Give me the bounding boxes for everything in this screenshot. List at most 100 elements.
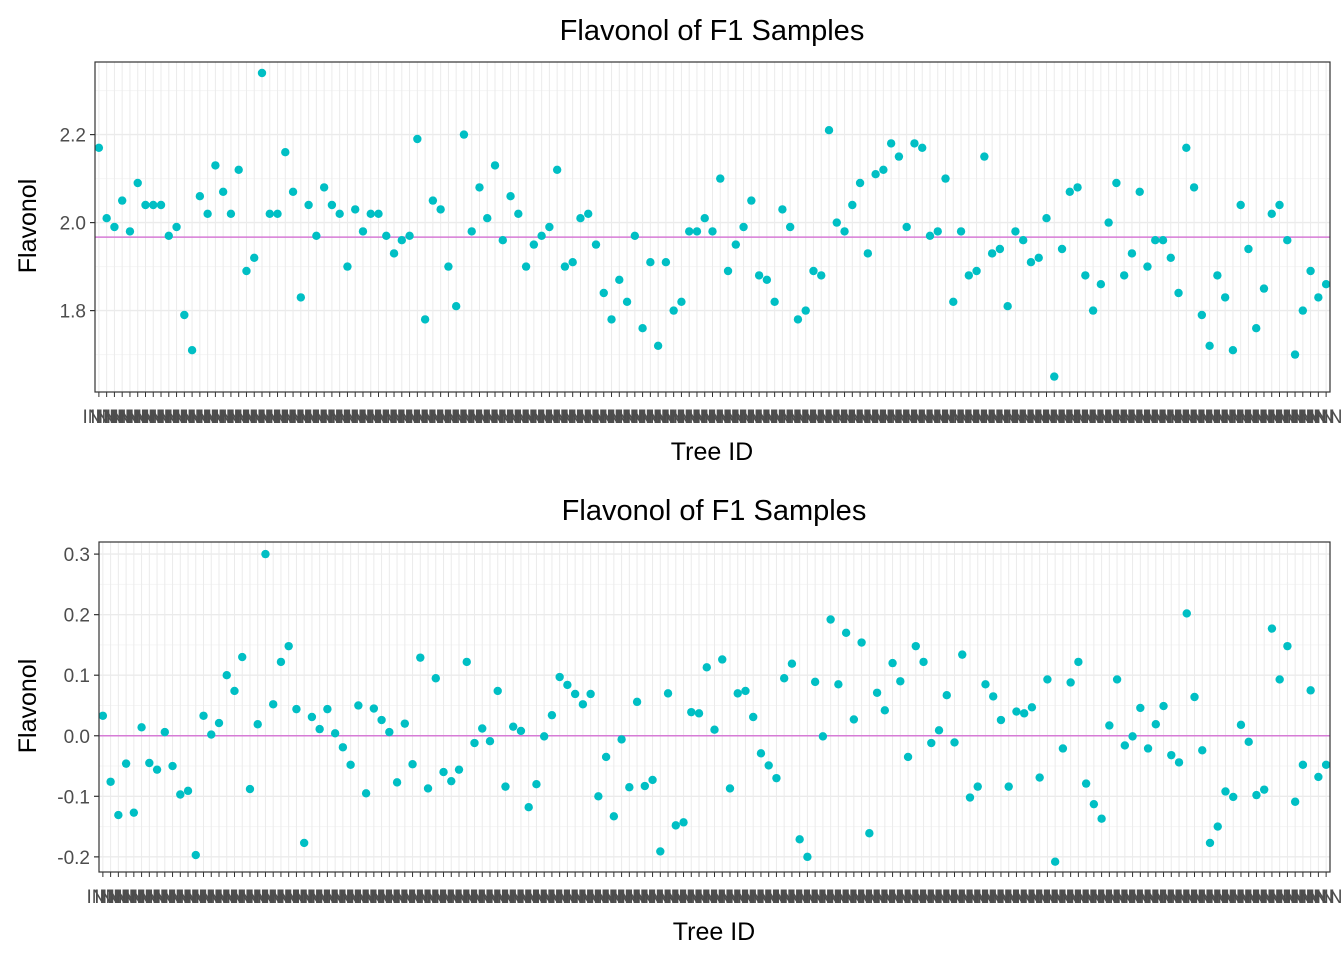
data-point xyxy=(1321,760,1331,770)
x-tick-label: INN xyxy=(141,887,174,908)
data-point xyxy=(599,288,608,298)
data-point xyxy=(902,222,911,232)
x-tick-label: INN xyxy=(719,407,752,428)
data-point xyxy=(315,724,324,734)
data-point xyxy=(459,130,469,139)
x-tick-label: INN xyxy=(626,407,659,428)
x-tick-label: INN xyxy=(946,887,979,908)
data-point xyxy=(276,657,286,667)
x-tick-label: INN xyxy=(316,407,349,428)
data-point xyxy=(865,829,874,838)
data-point xyxy=(787,659,797,668)
data-point xyxy=(203,209,212,218)
data-point xyxy=(180,310,189,320)
data-point xyxy=(663,689,673,698)
x-tick-label: INN xyxy=(1255,407,1288,428)
data-point xyxy=(840,227,849,236)
data-point xyxy=(770,297,779,306)
x-tick-label: INN xyxy=(582,887,615,908)
x-tick-label: INN xyxy=(813,407,846,428)
x-tick-label: INN xyxy=(605,887,638,908)
x-tick-label: INN xyxy=(618,407,651,428)
data-point xyxy=(609,812,619,821)
x-tick-label: INN xyxy=(1053,407,1086,428)
data-point xyxy=(1306,266,1315,276)
data-point xyxy=(785,222,795,232)
data-point xyxy=(754,271,764,280)
data-point xyxy=(630,231,640,240)
data-point xyxy=(1135,187,1144,196)
x-tick-label: INN xyxy=(673,407,706,428)
x-tick-label: INN xyxy=(176,407,209,428)
data-point xyxy=(296,293,306,302)
x-tick-label: INN xyxy=(961,887,994,908)
x-tick-label: INN xyxy=(541,407,574,428)
x-tick-label: INN xyxy=(634,407,667,428)
x-tick-label: INN xyxy=(234,887,267,908)
data-point xyxy=(137,723,146,732)
x-tick-label: INN xyxy=(357,887,390,908)
x-tick-label: INN xyxy=(968,407,1001,428)
data-point xyxy=(919,657,928,667)
x-tick-label: INN xyxy=(1031,887,1064,908)
data-point xyxy=(211,161,220,170)
x-tick-label: INN xyxy=(121,407,154,428)
data-point xyxy=(1221,787,1230,796)
x-tick-label: INN xyxy=(432,407,465,428)
data-point xyxy=(1003,302,1012,311)
x-tick-label: INN xyxy=(1310,887,1343,908)
data-point xyxy=(1236,200,1245,210)
data-point xyxy=(1198,746,1207,755)
data-point xyxy=(563,680,572,690)
y-tick-label: 1.8 xyxy=(60,302,86,323)
x-tick-label: INN xyxy=(1193,407,1226,428)
data-point xyxy=(733,689,742,698)
x-tick-label: INN xyxy=(1015,407,1048,428)
data-point xyxy=(640,781,650,791)
x-tick-label: INN xyxy=(1022,407,1055,428)
x-tick-label: INN xyxy=(502,407,535,428)
x-tick-label: INN xyxy=(350,887,383,908)
data-point xyxy=(292,704,301,714)
data-point xyxy=(950,738,959,747)
data-point xyxy=(207,730,216,739)
x-tick-label: INN xyxy=(117,887,150,908)
data-point xyxy=(1042,214,1051,223)
x-tick-label: INN xyxy=(814,887,847,908)
data-point xyxy=(335,209,344,218)
x-tick-label: INN xyxy=(1232,407,1265,428)
data-point xyxy=(172,222,181,232)
x-tick-label: INN xyxy=(644,887,677,908)
data-point xyxy=(1298,760,1308,770)
x-tick-label: INN xyxy=(628,887,661,908)
data-point xyxy=(1011,227,1020,236)
x-tick-label: INN xyxy=(875,407,908,428)
x-tick-label: INN xyxy=(876,887,909,908)
data-point xyxy=(958,650,967,659)
x-tick-label: INN xyxy=(977,887,1010,908)
data-point xyxy=(718,655,727,664)
x-tick-label: INN xyxy=(412,887,445,908)
x-tick-label: INN xyxy=(401,407,434,428)
x-tick-label: INN xyxy=(1077,407,1110,428)
data-point xyxy=(467,227,476,236)
data-point xyxy=(524,803,533,812)
data-point xyxy=(980,152,989,161)
data-point xyxy=(756,749,766,758)
x-tick-label: INN xyxy=(595,407,628,428)
x-tick-label: INN xyxy=(564,407,597,428)
x-tick-label: INN xyxy=(969,887,1002,908)
data-point xyxy=(584,209,593,218)
data-point xyxy=(351,205,360,214)
x-tick-label: INN xyxy=(1155,887,1188,908)
x-tick-label: INN xyxy=(789,407,822,428)
x-tick-label: INN xyxy=(665,407,698,428)
chart-panel-top: 1.82.02.2INNINNINNINNINNINNINNINNINNINNI… xyxy=(14,15,1342,466)
data-point xyxy=(1026,258,1036,267)
data-point xyxy=(669,306,678,315)
data-point xyxy=(1104,218,1113,227)
data-point xyxy=(516,726,526,736)
x-tick-label: INN xyxy=(520,887,553,908)
data-point xyxy=(933,227,942,236)
x-tick-label: INN xyxy=(102,887,135,908)
